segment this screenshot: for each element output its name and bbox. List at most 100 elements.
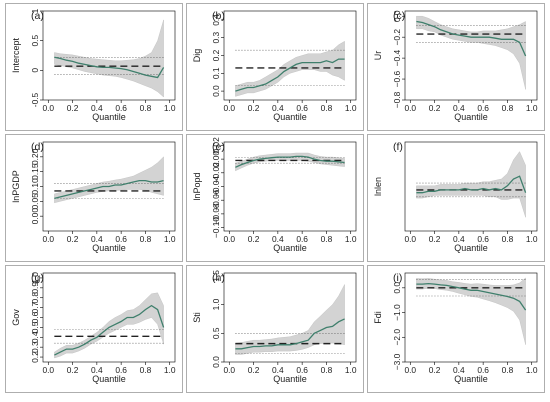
x-tick-label: 0.2 bbox=[248, 234, 260, 244]
x-tick-label: 0.0 bbox=[223, 234, 235, 244]
y-tick-label: 0.5 bbox=[211, 327, 221, 339]
y-tick-label: 0.8 bbox=[30, 292, 40, 304]
x-tick-label: 0.6 bbox=[115, 234, 127, 244]
x-tick-label: 0.6 bbox=[477, 234, 489, 244]
panel-border bbox=[5, 265, 183, 393]
confidence-band bbox=[235, 40, 345, 97]
y-tick-label: 0.3 bbox=[211, 32, 221, 44]
panel-label: (c) bbox=[393, 10, 405, 22]
confidence-band bbox=[54, 156, 164, 204]
panel-d: 0.0 0.2 0.4 0.6 0.8 1.0Quantile0.000.050.100.… bbox=[5, 134, 183, 262]
panel-border bbox=[367, 134, 545, 262]
panel-border bbox=[5, 134, 183, 262]
panel-label: (f) bbox=[393, 141, 403, 153]
panel-label: (a) bbox=[31, 10, 44, 22]
x-tick-label: 0.4 bbox=[272, 365, 284, 375]
x-tick-label: 0.0 bbox=[404, 234, 416, 244]
confidence-band bbox=[54, 19, 164, 98]
x-tick-label: 1.0 bbox=[345, 365, 357, 375]
y-tick-label: −0.02 bbox=[211, 162, 221, 184]
y-tick-label: 0.5 bbox=[30, 321, 40, 333]
confidence-band bbox=[54, 292, 164, 359]
y-tick-label: 1.5 bbox=[211, 270, 221, 282]
x-tick-label: 0.4 bbox=[91, 103, 103, 113]
x-tick-label: 0.2 bbox=[429, 234, 441, 244]
panel-border bbox=[186, 134, 364, 262]
panel-border bbox=[186, 265, 364, 393]
panel-label: (e) bbox=[212, 141, 225, 153]
x-tick-label: 1.0 bbox=[164, 234, 176, 244]
y-tick-label: -0.5 bbox=[30, 92, 40, 107]
y-tick-label: 0.4 bbox=[30, 331, 40, 343]
x-tick-label: 0.0 bbox=[42, 103, 54, 113]
confidence-band bbox=[416, 151, 526, 218]
quantile-estimate-line bbox=[416, 282, 527, 311]
confidence-band bbox=[416, 16, 526, 90]
panel-c: 0.0 0.2 0.4 0.6 0.8 1.0 Quantile 0.0 −0.2 −0.4 −0.… bbox=[367, 3, 545, 131]
y-tick-label: 0.10 bbox=[30, 178, 40, 195]
plot-area bbox=[404, 141, 538, 232]
x-tick-label: 1.0 bbox=[345, 234, 357, 244]
x-tick-label: 0.6 bbox=[115, 365, 127, 375]
x-tick-label: 1.0 bbox=[164, 103, 176, 113]
quantile-estimate-line bbox=[235, 155, 345, 168]
panel-label: (b) bbox=[212, 10, 225, 22]
x-tick-label: 0.4 bbox=[91, 365, 103, 375]
x-tick-label: 0.2 bbox=[248, 365, 260, 375]
y-axis-title: Gov bbox=[11, 309, 21, 326]
panel-i: 0.0 0.2 0.4 0.6 0.8 1.0 Quantile 0.0 −1.0 −2.0 −3.… bbox=[367, 265, 545, 393]
x-tick-label: 0.0 bbox=[223, 365, 235, 375]
panel-border bbox=[367, 265, 545, 393]
y-tick-label: 0.0 bbox=[392, 10, 402, 22]
y-tick-label: 0.5 bbox=[30, 35, 40, 47]
y-tick-label: −0.06 bbox=[211, 189, 221, 211]
panel-f: 0.0 0.2 0.4 0.6 0.8 1.0 Quantile lnlen (f) bbox=[367, 134, 545, 262]
x-axis-title: Quantile bbox=[273, 112, 307, 122]
x-tick-label: 1.0 bbox=[526, 234, 538, 244]
x-tick-label: 0.8 bbox=[321, 234, 333, 244]
x-tick-label: 0.8 bbox=[502, 365, 514, 375]
x-tick-label: 0.8 bbox=[140, 234, 152, 244]
y-tick-label: 0.6 bbox=[30, 311, 40, 323]
x-tick-label: 0.6 bbox=[477, 103, 489, 113]
y-tick-label: 1 bbox=[30, 8, 40, 13]
x-tick-label: 0.2 bbox=[429, 103, 441, 113]
plot-area bbox=[42, 10, 176, 101]
y-tick-label: 0.2 bbox=[30, 351, 40, 363]
panel-label: (d) bbox=[31, 141, 44, 153]
y-tick-label: 0.0 bbox=[211, 85, 221, 97]
y-tick-label: −1.0 bbox=[392, 304, 402, 321]
x-tick-label: 0.8 bbox=[140, 103, 152, 113]
y-tick-label: 1.0 bbox=[211, 298, 221, 310]
x-tick-label: 0.0 bbox=[42, 234, 54, 244]
y-tick-label: −2.0 bbox=[392, 329, 402, 346]
panel-label: (g) bbox=[31, 272, 44, 284]
x-tick-label: 0.0 bbox=[404, 365, 416, 375]
y-tick-label: 0.7 bbox=[30, 301, 40, 313]
panel-b: 0.0 0.2 0.4 0.6 0.8 1.0 Quantile 0.0 0.1 0.2 0.3 0.… bbox=[186, 3, 364, 131]
x-tick-label: 0.8 bbox=[502, 103, 514, 113]
y-axis-title: Ur bbox=[373, 51, 383, 61]
panel-e: 0.0 0.2 0.4 0.6 0.8 1.0Quantile0.020.00−0.02−… bbox=[186, 134, 364, 262]
panel-label: (h) bbox=[212, 272, 225, 284]
x-axis-title: Quantile bbox=[454, 112, 488, 122]
y-tick-label: 0.05 bbox=[30, 193, 40, 210]
y-axis-title: Dig bbox=[192, 49, 202, 63]
y-tick-label: 0.0 bbox=[211, 356, 221, 368]
y-tick-label: 0.2 bbox=[211, 49, 221, 61]
x-tick-label: 0.2 bbox=[67, 365, 79, 375]
x-tick-label: 0.0 bbox=[404, 103, 416, 113]
x-axis-title: Quantile bbox=[454, 243, 488, 253]
panel-border bbox=[186, 3, 364, 131]
x-axis-title: Quantile bbox=[92, 112, 126, 122]
quantile-estimate-line bbox=[235, 58, 345, 92]
panel-a: 0.0 0.2 0.4 0.6 0.8 1.0 Quantile -0.5 0 0.5 1 Inter… bbox=[5, 3, 183, 131]
x-tick-label: 0.2 bbox=[67, 234, 79, 244]
y-tick-label: −0.04 bbox=[211, 176, 221, 198]
x-tick-label: 1.0 bbox=[164, 365, 176, 375]
y-tick-label: 0.00 bbox=[30, 208, 40, 225]
y-tick-label: 0.15 bbox=[30, 163, 40, 180]
x-tick-label: 1.0 bbox=[526, 365, 538, 375]
confidence-band bbox=[235, 284, 345, 355]
y-tick-label: 0.0 bbox=[392, 282, 402, 294]
